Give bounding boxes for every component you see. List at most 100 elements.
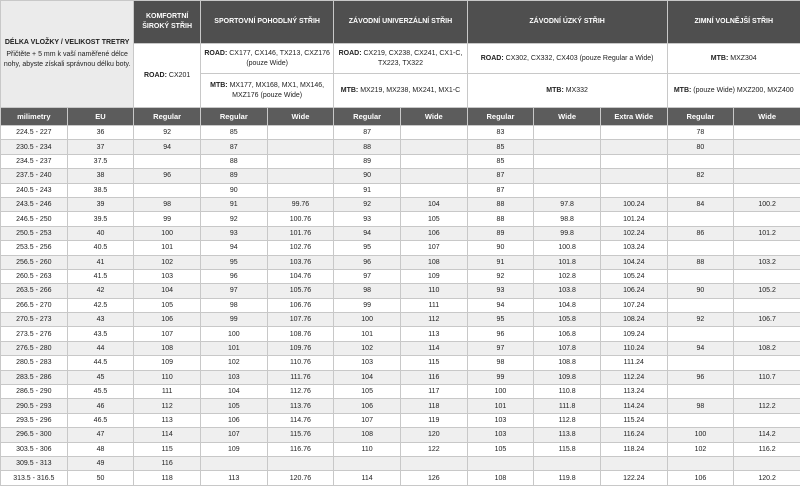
cell: [399, 182, 468, 198]
cell: 112: [399, 312, 468, 328]
cell: 119: [399, 412, 468, 429]
cell: [733, 297, 800, 314]
cell: [666, 455, 735, 472]
column-header: milimetry: [0, 107, 68, 126]
cell: 100: [466, 384, 535, 400]
cell: 122: [399, 441, 468, 457]
cell: [666, 326, 735, 342]
cell: [266, 168, 335, 184]
note: Přičtěte + 5 mm k vaší naměřené délce no…: [3, 51, 131, 68]
cell: 48: [66, 441, 135, 457]
cell: [666, 211, 735, 227]
cell: 105.8: [533, 312, 601, 328]
row: 293.5 - 296 46.5 113 106 114.76 107 119 103 112.…: [0, 412, 800, 429]
cell: [399, 168, 468, 184]
cell: 94: [133, 139, 201, 155]
cell: 95: [466, 312, 535, 328]
cell: 104: [333, 369, 401, 386]
cell: [399, 153, 468, 170]
cell: [133, 153, 201, 170]
cell: 283.5 - 286: [0, 369, 68, 386]
cell: 99: [333, 297, 401, 314]
column-header: Regular: [199, 107, 268, 126]
cell: 111.8: [533, 398, 601, 414]
row: 230.5 - 234 37 94 87 88 85 80: [0, 139, 800, 155]
cell: 106.24: [599, 283, 668, 299]
column-headers: milimetry EU Regular Regular Wide Regular Wide…: [0, 107, 800, 126]
cell: 108.24: [599, 312, 668, 328]
cell: 115: [399, 355, 468, 371]
cell: 80: [666, 139, 735, 155]
cell: [599, 124, 668, 141]
cell: 85: [466, 139, 535, 155]
cell: 115.24: [599, 412, 668, 429]
cell: 107: [399, 240, 468, 256]
cell: 109.24: [599, 326, 668, 342]
label: MTB:: [710, 54, 729, 62]
cell: 104: [199, 384, 268, 400]
text: MX177, MX168, MX1, MX146, MXZ176 (pouze …: [229, 81, 325, 99]
cell: 101: [199, 340, 268, 357]
cell: 115: [133, 441, 201, 457]
cell: 113.76: [266, 398, 335, 414]
cell: 103.8: [533, 283, 601, 299]
cell: 109: [399, 268, 468, 285]
cell: [666, 153, 735, 170]
cell: 110: [333, 441, 401, 457]
cell: 120.76: [266, 470, 335, 486]
text: CX219, CX238, CX241, CX1-C, TX223, TX322: [363, 49, 463, 67]
cell: 112.76: [266, 384, 335, 400]
cell: [533, 455, 601, 472]
cell: 250.5 - 253: [0, 225, 68, 242]
cell: 90: [333, 168, 401, 184]
cell: 113.8: [533, 427, 601, 443]
cell: 87: [466, 182, 535, 198]
cell: 99.76: [266, 196, 335, 213]
cell: 102.8: [533, 268, 601, 285]
cell: 90: [199, 182, 268, 198]
cell: 107: [199, 427, 268, 443]
cell: 87: [333, 124, 401, 141]
cell: [666, 268, 735, 285]
cell: 109: [133, 355, 201, 371]
cell: 107: [133, 326, 201, 342]
cell: 88: [666, 254, 735, 270]
row: 276.5 - 280 44 108 101 109.76 102 114 97 107.8 11…: [0, 340, 800, 357]
cell: [599, 153, 668, 170]
cell: 116.76: [266, 441, 335, 457]
cell: [266, 182, 335, 198]
cell: 44: [66, 340, 135, 357]
cell: 108: [399, 254, 468, 270]
row: 283.5 - 286 45 110 103 111.76 104 116 99 109.8 11…: [0, 369, 800, 386]
cell: 94: [199, 240, 268, 256]
cell: 106.8: [533, 326, 601, 342]
row: 280.5 - 283 44.5 109 102 110.76 103 115 98 108.8…: [0, 355, 800, 371]
cell: 122.24: [599, 470, 668, 486]
cell: 99: [199, 312, 268, 328]
cell: 105: [399, 211, 468, 227]
cell: 108.76: [266, 326, 335, 342]
cell: [733, 384, 800, 400]
cell: [533, 124, 601, 141]
row: 309.5 - 313 49 116: [0, 455, 800, 472]
cell: [199, 455, 268, 472]
cell: 112.2: [733, 398, 800, 414]
cell: 98: [133, 196, 201, 213]
cell: 103.24: [599, 240, 668, 256]
cell: 108.2: [733, 340, 800, 357]
cell: 256.5 - 260: [0, 254, 68, 270]
models: ROAD: CX219, CX238, CX241, CX1-C, TX223,…: [333, 43, 468, 74]
cell: 118: [133, 470, 201, 486]
cell: 114.24: [599, 398, 668, 414]
cell: 96: [666, 369, 735, 386]
cell: [666, 384, 735, 400]
cell: [666, 355, 735, 371]
cell: 39: [66, 196, 135, 213]
row: 234.5 - 237 37.5 88 89 85: [0, 153, 800, 170]
cell: 107: [333, 412, 401, 429]
cell: 101.76: [266, 225, 335, 242]
cell: 114.2: [733, 427, 800, 443]
cell: 110: [399, 283, 468, 299]
cell: 103: [199, 369, 268, 386]
